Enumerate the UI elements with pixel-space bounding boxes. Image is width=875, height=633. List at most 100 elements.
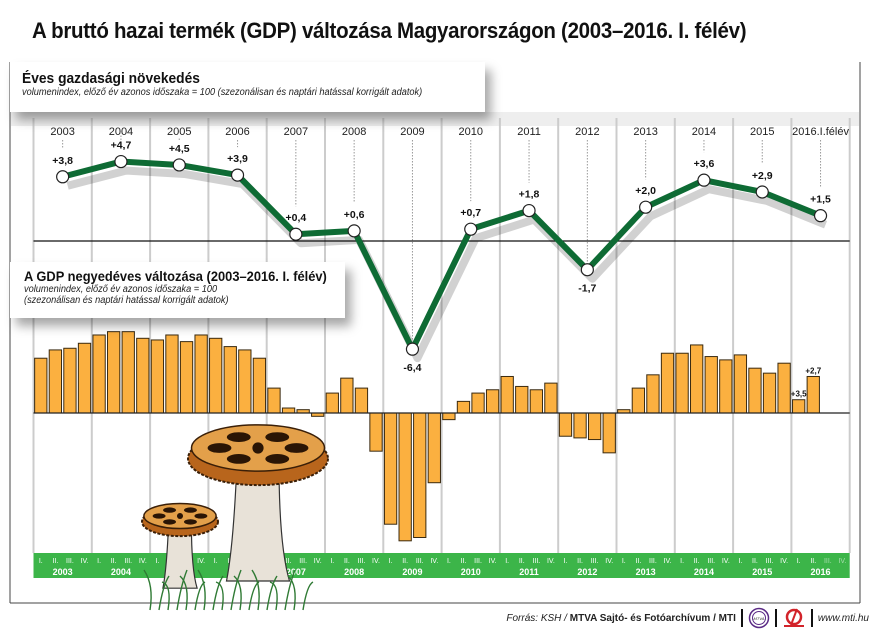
year-tick-label: 2008	[344, 567, 364, 577]
quarter-bar	[515, 385, 529, 414]
quarter-tick-label: II.	[402, 558, 408, 565]
quarter-tick-label: I.	[389, 558, 393, 565]
quarter-tick-label: I.	[155, 558, 159, 565]
quarter-tick-label: III.	[766, 558, 774, 565]
top-shade	[11, 112, 859, 126]
mushroom-hole	[252, 442, 264, 454]
quarter-tick-label: II.	[577, 558, 583, 565]
quarter-tick-label: III.	[591, 558, 599, 565]
quarter-bar	[369, 412, 383, 452]
annual-data-point	[580, 263, 594, 277]
annual-line-shadow	[66, 166, 828, 363]
mushroom-hole	[226, 432, 251, 442]
quarter-bar	[500, 375, 514, 414]
quarter-bar	[209, 337, 223, 414]
annual-legend-box: Éves gazdasági növekedés volumenindex, e…	[10, 62, 485, 112]
quarter-tick-label: I.	[622, 558, 626, 565]
quarter-bar	[165, 334, 179, 414]
annual-data-label: +2,9	[752, 170, 773, 182]
quarter-axis-band	[33, 553, 850, 578]
quarter-bar	[427, 412, 441, 484]
quarter-bar	[92, 334, 106, 414]
annual-data-point	[697, 173, 711, 187]
quarter-bar	[704, 356, 718, 414]
annual-data-point	[464, 222, 478, 236]
quarter-tick-label: IV.	[430, 558, 438, 565]
annual-data-point	[755, 185, 769, 199]
quarterly-subtitle-1: volumenindex, előző év azonos időszaka =…	[24, 284, 218, 295]
year-tick-label: 2014	[694, 567, 714, 577]
grass-blade	[179, 575, 188, 611]
quarter-bar	[194, 334, 208, 414]
quarter-tick-label: III.	[299, 558, 307, 565]
annual-data-label: +2,0	[635, 185, 656, 197]
annual-data-label: +0,7	[460, 207, 481, 219]
quarter-tick-label: II.	[752, 558, 758, 565]
quarter-tick-label: III.	[416, 558, 424, 565]
annual-year-label: 2013	[633, 126, 657, 138]
grass-blade	[284, 569, 296, 611]
quarter-tick-label: IV.	[547, 558, 555, 565]
annual-year-label: 2008	[342, 126, 366, 138]
quarter-tick-label: IV.	[139, 558, 147, 565]
quarter-bar	[179, 341, 194, 414]
year-tick-label: 2009	[402, 567, 422, 577]
quarter-tick-label: I.	[39, 558, 43, 565]
year-tick-label: 2007	[286, 567, 306, 577]
quarter-bar	[223, 346, 237, 414]
annual-data-point	[289, 227, 303, 241]
website-link[interactable]: www.mti.hu	[817, 612, 869, 624]
annual-year-label: 2004	[109, 126, 133, 138]
quarter-bar	[733, 354, 748, 414]
grass-blade	[287, 575, 296, 611]
annual-data-label: +1,5	[810, 194, 831, 206]
grass-blade	[266, 575, 278, 611]
quarter-bar	[150, 339, 165, 414]
quarter-bar	[646, 374, 660, 414]
annual-year-label: 2010	[459, 126, 483, 138]
year-tick-label: 2011	[519, 567, 539, 577]
annual-data-label: +0,4	[285, 212, 306, 224]
annual-year-label: 2007	[284, 126, 308, 138]
quarter-tick-label: II.	[519, 558, 525, 565]
mushroom-hole	[284, 443, 309, 453]
mushroom-illustration	[141, 424, 329, 611]
annual-data-point	[172, 158, 186, 172]
annual-data-label: +1,8	[519, 189, 540, 201]
source-text: Forrás: KSH / MTVA Sajtó- és Fotóarchívu…	[506, 612, 736, 624]
annual-data-point	[405, 342, 420, 356]
quarter-tick-label: III.	[649, 558, 657, 565]
mushroom-hole	[176, 512, 184, 520]
quarter-bar	[267, 387, 281, 414]
quarter-bar	[529, 389, 543, 414]
quarter-tick-label: III.	[824, 558, 832, 565]
annual-year-label: 2003	[50, 126, 74, 138]
grass-blade	[212, 575, 224, 611]
mtva-logo-icon: MTVA	[748, 607, 770, 629]
year-tick-label: 2010	[461, 567, 481, 577]
quarter-bar	[485, 389, 500, 414]
quarter-tick-label: III.	[532, 558, 540, 565]
quarter-bar	[456, 400, 471, 414]
quarter-tick-label: III.	[474, 558, 482, 565]
grass-blade	[143, 569, 152, 611]
quarter-tick-label: I.	[214, 558, 218, 565]
year-tick-label: 2013	[636, 567, 656, 577]
quarter-tick-label: IV.	[838, 558, 846, 565]
quarter-tick-label: IV.	[314, 558, 322, 565]
annual-year-label: 2016.I.félév	[792, 126, 849, 138]
annual-data-point	[347, 224, 361, 238]
grass-blade	[233, 575, 242, 611]
grass-blade	[176, 569, 188, 611]
quarter-bar	[252, 357, 267, 414]
quarter-tick-label: IV.	[605, 558, 613, 565]
annual-year-label: 2014	[692, 126, 716, 138]
year-tick-label: 2012	[577, 567, 597, 577]
year-tick-label: 2003	[53, 567, 73, 577]
grass-blade	[251, 569, 260, 611]
quarter-tick-label: II.	[694, 558, 700, 565]
quarter-bar	[238, 349, 252, 414]
annual-data-point	[639, 200, 653, 214]
quarter-tick-label: II.	[344, 558, 350, 565]
